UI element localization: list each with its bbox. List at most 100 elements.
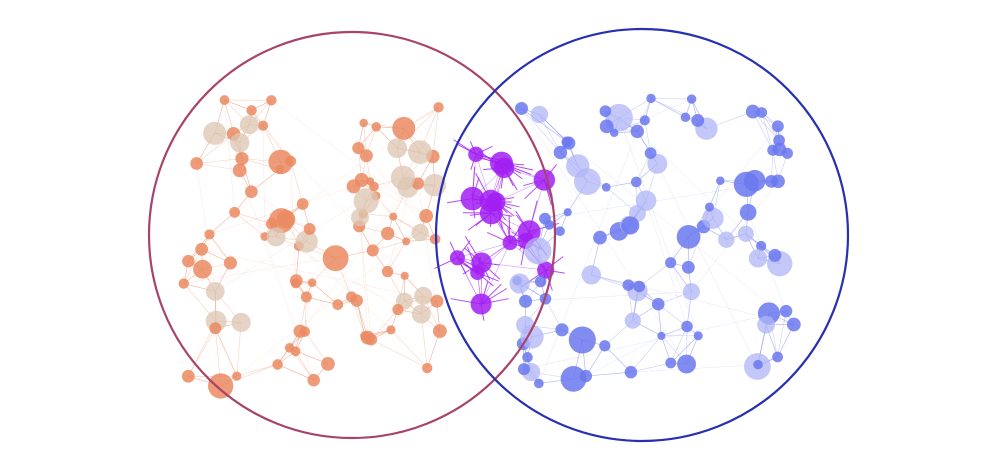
purple-node — [468, 146, 484, 162]
blue-node — [682, 283, 700, 301]
edge — [639, 262, 671, 287]
orange-node — [239, 115, 259, 135]
orange-node — [432, 324, 447, 339]
blue-node — [745, 104, 760, 119]
edge — [262, 125, 405, 277]
blue-node — [568, 326, 596, 354]
edge — [277, 364, 314, 381]
edge — [585, 371, 631, 377]
orange-node — [321, 357, 335, 371]
orange-node — [366, 244, 379, 257]
edge — [370, 309, 399, 340]
edge — [521, 108, 568, 143]
orange-node — [205, 281, 225, 301]
edge — [457, 242, 511, 259]
blue-node — [517, 363, 530, 376]
orange-node — [230, 132, 250, 153]
edge — [480, 242, 511, 305]
blue-node — [524, 237, 552, 265]
edge — [209, 212, 235, 235]
orange-node — [307, 278, 317, 287]
blue-node — [555, 226, 565, 237]
edge — [637, 131, 780, 264]
edge — [670, 335, 699, 364]
blue-node — [539, 212, 551, 225]
blue-node — [518, 294, 533, 308]
blue-node — [691, 114, 705, 127]
orange-node — [381, 265, 394, 278]
edge — [392, 216, 407, 242]
orange-node — [433, 102, 444, 113]
orange-node — [332, 299, 344, 311]
orange-node — [209, 322, 222, 335]
blue-node — [768, 248, 782, 262]
edge — [201, 249, 437, 302]
edge — [752, 111, 774, 151]
blue-node — [753, 359, 763, 370]
blue-node — [624, 365, 638, 379]
blue-node — [693, 331, 703, 341]
blue-node — [718, 231, 735, 248]
orange-node — [411, 304, 431, 324]
edge — [747, 212, 787, 312]
blue-node — [739, 203, 757, 221]
orange-node — [195, 242, 209, 256]
edge — [709, 180, 721, 208]
orange-node — [411, 177, 425, 190]
orange-node — [400, 271, 409, 280]
blue-node — [646, 93, 656, 104]
orange-node — [229, 206, 241, 218]
orange-node — [246, 105, 257, 116]
edge — [432, 107, 439, 157]
orange-node — [350, 294, 363, 307]
blue-node — [639, 115, 650, 126]
edge — [239, 170, 314, 381]
purple-node — [471, 252, 492, 273]
edge — [215, 328, 238, 377]
purple-node — [502, 235, 518, 251]
blue-node — [733, 171, 759, 197]
edge — [585, 371, 631, 377]
orange-node — [411, 224, 429, 242]
orange-node — [419, 209, 434, 223]
blue-node — [633, 280, 646, 293]
blue-node — [561, 136, 573, 148]
edge — [651, 98, 692, 100]
orange-node — [389, 212, 398, 221]
edge — [650, 98, 686, 118]
edge — [585, 335, 662, 377]
blue-node — [772, 351, 783, 363]
edge — [521, 108, 561, 153]
edge — [371, 339, 428, 369]
orange-node — [268, 208, 294, 234]
blue-node — [522, 352, 533, 363]
edge — [359, 217, 368, 338]
orange-node — [232, 371, 242, 381]
orange-node — [392, 303, 404, 316]
edge — [234, 212, 265, 237]
right-circle — [434, 27, 850, 443]
orange-node — [353, 188, 379, 214]
edge — [209, 212, 235, 235]
orange-node — [232, 163, 247, 178]
edge — [215, 328, 238, 377]
edge — [657, 163, 758, 367]
edge — [525, 291, 692, 302]
orange-node — [354, 172, 369, 187]
blue-node — [534, 275, 547, 288]
orange-node — [300, 291, 312, 303]
blue-node — [772, 142, 787, 157]
edge — [304, 296, 307, 332]
blue-node — [681, 320, 693, 333]
blue-node — [555, 323, 569, 337]
edge — [183, 249, 202, 284]
edge — [650, 98, 686, 118]
edge — [236, 241, 407, 377]
orange-node — [245, 185, 258, 199]
purple-node — [489, 151, 514, 175]
orange-node — [381, 226, 395, 241]
orange-node — [208, 373, 234, 399]
edge — [271, 100, 427, 217]
orange-node — [190, 157, 204, 170]
